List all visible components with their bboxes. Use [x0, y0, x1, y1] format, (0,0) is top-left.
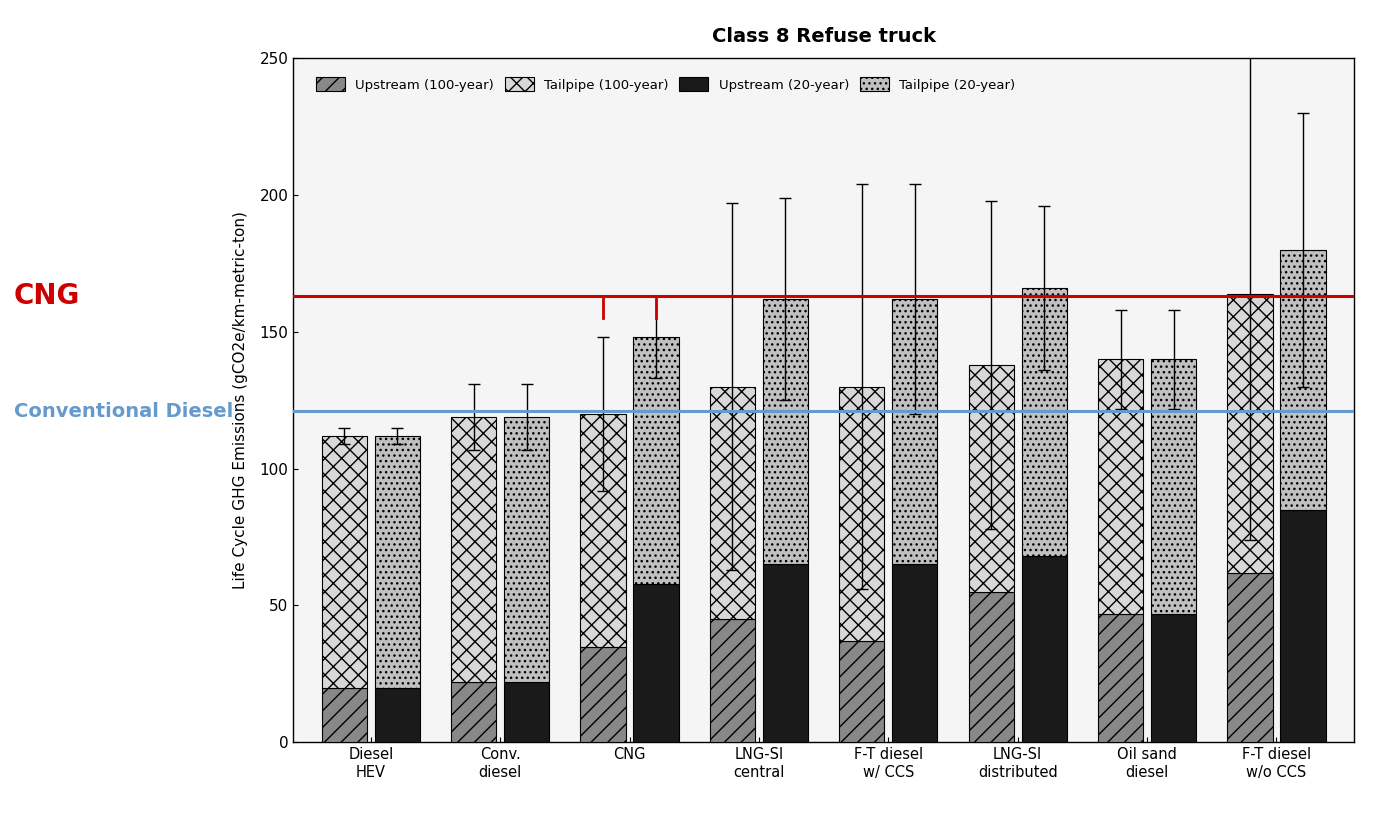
Legend: Upstream (100-year), Tailpipe (100-year), Upstream (20-year), Tailpipe (20-year): Upstream (100-year), Tailpipe (100-year)… [310, 72, 1020, 97]
Bar [321, 687, 367, 742]
Bar [892, 299, 938, 565]
Bar [969, 592, 1013, 742]
Bar [581, 646, 625, 742]
Bar [581, 414, 625, 646]
Bar [839, 641, 885, 742]
Bar [374, 687, 420, 742]
Title: Class 8 Refuse truck: Class 8 Refuse truck [712, 27, 935, 46]
Bar [1097, 614, 1143, 742]
Bar [634, 584, 678, 742]
Bar [1022, 556, 1067, 742]
Bar [374, 436, 420, 687]
Text: Conventional Diesel: Conventional Diesel [14, 402, 233, 421]
Y-axis label: Life Cycle GHG Emissions (gCO2e/km-metric-ton): Life Cycle GHG Emissions (gCO2e/km-metri… [233, 211, 248, 590]
Bar [1227, 573, 1273, 742]
Bar [762, 565, 808, 742]
Bar [892, 565, 938, 742]
Bar [451, 682, 497, 742]
Bar [504, 682, 550, 742]
Bar [1227, 294, 1273, 573]
Bar [1097, 359, 1143, 614]
Bar [1280, 250, 1326, 510]
Bar [451, 417, 497, 682]
Bar [762, 299, 808, 565]
Bar [321, 436, 367, 687]
Bar [634, 338, 678, 584]
Bar [1150, 359, 1196, 614]
Bar [839, 387, 885, 641]
Bar [969, 364, 1013, 592]
Bar [1280, 510, 1326, 742]
Text: CNG: CNG [14, 283, 80, 310]
Bar [1150, 614, 1196, 742]
Bar [709, 387, 755, 619]
Bar [1022, 289, 1067, 556]
Bar [709, 619, 755, 742]
Bar [504, 417, 550, 682]
